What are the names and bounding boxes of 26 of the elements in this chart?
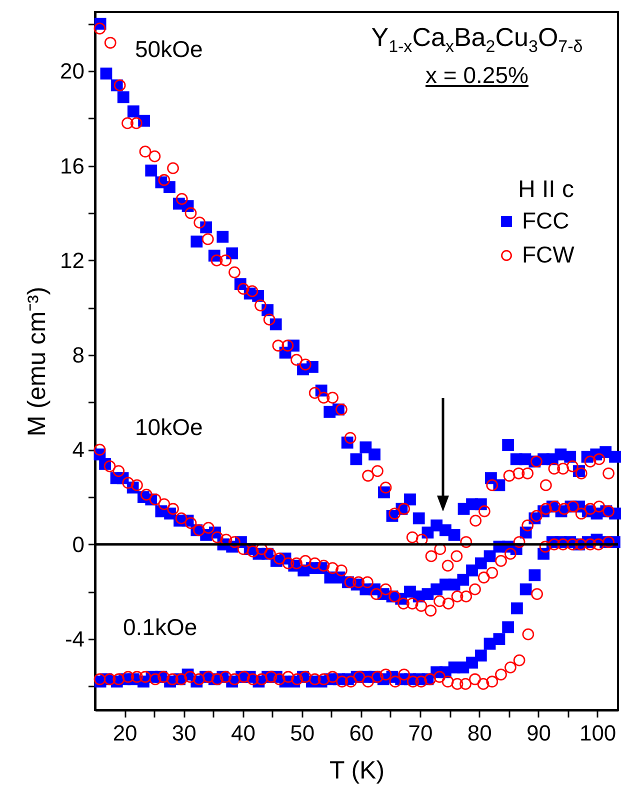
chart-title: Y$_{1-x}$Ca$_{x}$Ba$_{2}$Cu$_{3}$O$_{7-δ}$ [371,22,583,56]
x-tick-label: 40 [231,720,256,746]
y-tick-label: 16 [60,153,84,178]
annotation: 10kOe [135,414,203,440]
x-tick-label: 80 [467,720,492,746]
annotation: 50kOe [135,36,203,62]
legend-label: FCC [522,208,570,234]
y-tick-label: 4 [72,437,84,462]
x-tick-label: 100 [579,720,616,746]
x-tick-label: 90 [526,720,551,746]
y-tick-label: -4 [64,626,84,652]
y-tick-label: 0 [72,532,84,557]
x-tick-label: 60 [349,720,374,746]
y-tick-label: 8 [72,342,84,368]
x-axis-title: T (K) [329,756,385,784]
legend-label: FCW [522,242,575,268]
x-tick-label: 20 [112,720,138,746]
legend-title: H II c [518,176,574,203]
x-tick-label: 30 [172,720,196,746]
x-tick-label: 70 [408,720,433,746]
text: x = 0.25% [424,62,530,89]
annotation: 0.1kOe [123,614,198,640]
x-tick-label: 50 [290,720,315,746]
y-axis-title: M (emu cm⁻³) [23,286,52,436]
y-tick-label: 12 [60,248,84,273]
y-tick-label: 20 [60,58,84,84]
